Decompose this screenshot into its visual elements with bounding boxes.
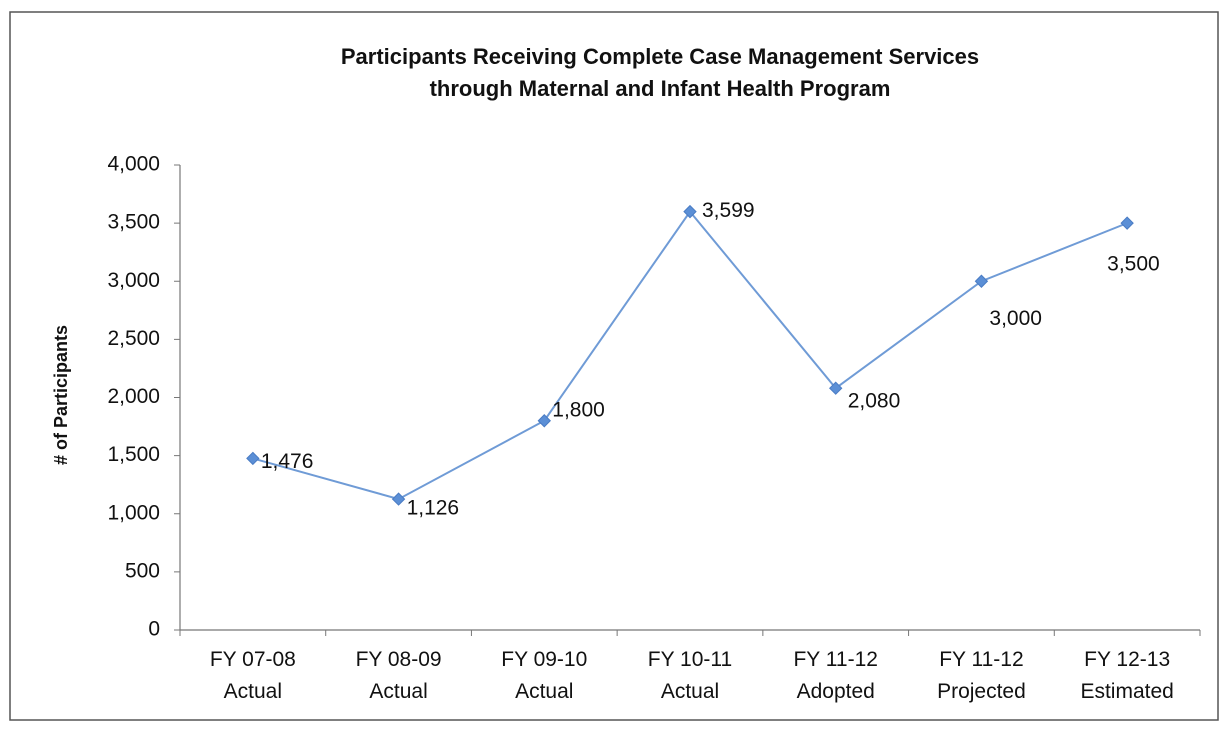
chart-frame bbox=[9, 11, 1219, 721]
y-tick-label: 1,000 bbox=[107, 501, 160, 524]
data-label: 1,800 bbox=[552, 398, 605, 421]
x-tick-label: FY 10-11 Actual bbox=[648, 648, 732, 703]
data-label: 3,000 bbox=[989, 307, 1042, 330]
data-label: 2,080 bbox=[848, 390, 901, 413]
x-tick-label: FY 08-09 Actual bbox=[356, 648, 442, 703]
data-label: 3,599 bbox=[702, 199, 755, 222]
chart-title: through Maternal and Infant Health Progr… bbox=[430, 76, 891, 101]
marker bbox=[974, 274, 989, 288]
x-tick-label: FY 12-13 Estimated bbox=[1080, 648, 1173, 703]
chart-title: Participants Receiving Complete Case Man… bbox=[341, 44, 979, 69]
marker bbox=[391, 492, 406, 506]
y-tick-label: 1,500 bbox=[107, 443, 160, 466]
marker bbox=[683, 204, 697, 219]
y-axis-label: # of Participants bbox=[51, 325, 71, 465]
x-tick-label: FY 11-12 Projected bbox=[937, 648, 1026, 703]
y-tick-label: 0 bbox=[148, 618, 160, 641]
marker bbox=[537, 414, 551, 428]
marker bbox=[246, 451, 260, 466]
marker bbox=[1120, 216, 1134, 230]
x-tick-label: FY 09-10 Actual bbox=[501, 648, 587, 703]
data-label: 1,126 bbox=[407, 497, 460, 520]
y-tick-label: 4,000 bbox=[107, 153, 160, 176]
x-tick-label: FY 07-08 Actual bbox=[210, 648, 296, 703]
x-tick-label: FY 11-12 Adopted bbox=[793, 648, 877, 703]
line bbox=[252, 209, 1128, 501]
y-tick-label: 2,000 bbox=[107, 385, 160, 408]
y-tick-label: 500 bbox=[125, 559, 160, 582]
marker bbox=[829, 381, 843, 395]
data-label: 1,476 bbox=[261, 450, 314, 473]
y-tick-label: 3,500 bbox=[107, 211, 160, 234]
y-tick-label: 3,000 bbox=[107, 269, 160, 292]
y-tick-label: 2,500 bbox=[107, 327, 160, 350]
data-label: 3,500 bbox=[1107, 253, 1160, 276]
